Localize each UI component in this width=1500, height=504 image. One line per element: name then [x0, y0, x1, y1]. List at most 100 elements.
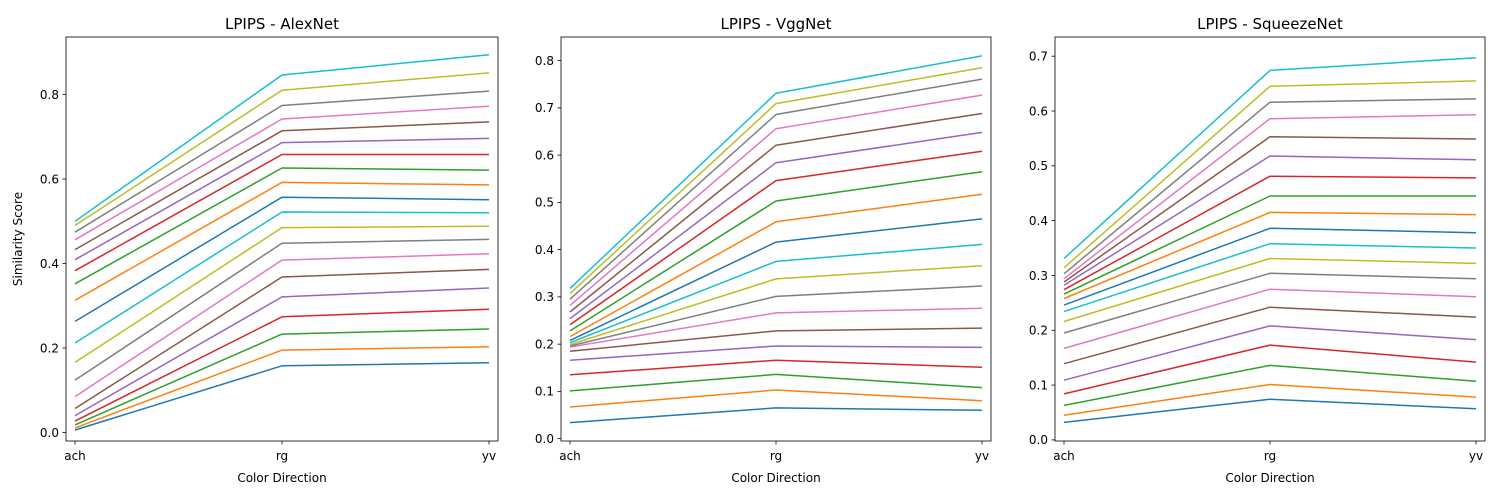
series-line-14 [569, 150, 983, 326]
axes-frame [560, 36, 992, 442]
x-tick-label: ach [64, 449, 86, 463]
series-line-10 [569, 243, 983, 344]
series-line-1 [1063, 398, 1477, 424]
y-tick-label: 0.6 [40, 172, 59, 186]
series-line-11 [1063, 227, 1477, 306]
series-line-15 [1063, 155, 1477, 286]
series-line-17 [1063, 114, 1477, 280]
x-tick-label: rg [1264, 449, 1276, 463]
chart-title: LPIPS - SqueezeNet [1197, 15, 1343, 33]
series-line-20 [74, 53, 490, 222]
series-line-2 [569, 389, 983, 408]
y-tick-label: 0.6 [535, 148, 554, 162]
series-line-1 [74, 362, 490, 431]
series-line-14 [1063, 175, 1477, 291]
series-line-17 [569, 94, 983, 306]
y-tick-label: 0.3 [1029, 269, 1048, 283]
series-line-15 [74, 137, 490, 261]
series-line-11 [74, 196, 490, 323]
series-line-10 [74, 211, 490, 344]
y-tick-label: 0.2 [40, 341, 59, 355]
x-tick-label: ach [559, 449, 581, 463]
series-line-13 [569, 170, 983, 332]
y-tick-label: 0.8 [40, 88, 59, 102]
series-line-9 [74, 225, 490, 364]
chart-title: LPIPS - AlexNet [225, 15, 339, 33]
series-line-19 [74, 72, 490, 227]
series-line-6 [1063, 306, 1477, 365]
series-line-7 [74, 253, 490, 398]
series-line-4 [74, 308, 490, 422]
chart-panel-3: ach rg yv 0.0 0.1 0.2 0.3 0.4 0.5 0.6 0.7 LPIPS - S… [1029, 15, 1486, 485]
series-line-9 [569, 264, 983, 346]
x-axis-label: Color Direction [731, 471, 820, 485]
series-line-20 [1063, 57, 1477, 260]
chart-title: LPIPS - VggNet [721, 15, 832, 33]
series-line-13 [1063, 195, 1476, 295]
series-line-14 [74, 153, 489, 272]
series-line-3 [74, 328, 490, 426]
x-tick-label: ach [1053, 449, 1075, 463]
y-tick-label: 0.8 [535, 54, 554, 68]
series-line-9 [1063, 257, 1477, 323]
y-tick-label: 0.1 [1029, 378, 1048, 392]
y-tick-label: 0.3 [535, 290, 554, 304]
series-line-18 [1063, 98, 1477, 275]
series-line-16 [1063, 136, 1477, 283]
series-line-5 [74, 287, 490, 417]
series-line-19 [1063, 80, 1477, 269]
y-tick-label: 0.0 [535, 432, 554, 446]
series-line-5 [569, 345, 983, 361]
series-line-8 [569, 285, 983, 347]
x-tick-label: yv [1469, 449, 1483, 463]
series-line-4 [1063, 344, 1477, 395]
series-line-6 [74, 268, 490, 410]
series-line-15 [569, 131, 983, 320]
x-axis-label: Color Direction [237, 471, 326, 485]
y-axis-label: Similarity Score [11, 192, 25, 286]
chart-panel-2: ach rg yv 0.0 0.1 0.2 0.3 0.4 0.5 0.6 0.7 0.8 LPIPS … [535, 15, 992, 485]
series-line-12 [74, 181, 490, 301]
series-line-2 [1063, 383, 1477, 416]
x-tick-label: yv [482, 449, 496, 463]
x-tick-label: yv [975, 449, 989, 463]
x-tick-label: rg [276, 449, 288, 463]
series-line-6 [569, 327, 983, 352]
y-tick-label: 0.4 [535, 243, 554, 257]
y-tick-label: 0.4 [40, 257, 59, 271]
series-line-12 [569, 193, 983, 338]
y-tick-label: 0.7 [1029, 49, 1048, 63]
series-line-8 [1063, 272, 1477, 334]
series-line-16 [569, 112, 983, 313]
y-tick-label: 0.2 [535, 337, 554, 351]
y-tick-label: 0.0 [1029, 433, 1048, 447]
series-line-8 [74, 238, 490, 381]
series-line-3 [569, 373, 983, 392]
series-line-13 [74, 167, 490, 285]
y-tick-label: 0.4 [1029, 214, 1048, 228]
y-tick-label: 0.0 [40, 426, 59, 440]
series-line-19 [569, 66, 983, 295]
series-line-17 [74, 105, 490, 241]
series-line-11 [569, 218, 983, 342]
series-line-16 [74, 121, 490, 251]
series-line-3 [1063, 364, 1477, 407]
y-tick-label: 0.1 [535, 385, 554, 399]
y-tick-label: 0.2 [1029, 324, 1048, 338]
series-line-7 [1063, 288, 1477, 350]
y-tick-label: 0.5 [1029, 159, 1048, 173]
x-tick-label: rg [770, 449, 782, 463]
series-line-20 [569, 55, 983, 289]
x-axis-label: Color Direction [1225, 471, 1314, 485]
series-line-5 [1063, 325, 1477, 381]
series-line-2 [74, 346, 490, 429]
series-line-18 [569, 78, 983, 300]
chart-panel-1: ach rg yv 0.0 0.2 0.4 0.6 0.8 LPIPS - AlexNet Col… [11, 15, 499, 485]
y-tick-label: 0.5 [535, 196, 554, 210]
series-line-18 [74, 90, 490, 233]
y-tick-label: 0.7 [535, 101, 554, 115]
series-line-7 [569, 307, 983, 348]
series-line-1 [569, 407, 983, 424]
